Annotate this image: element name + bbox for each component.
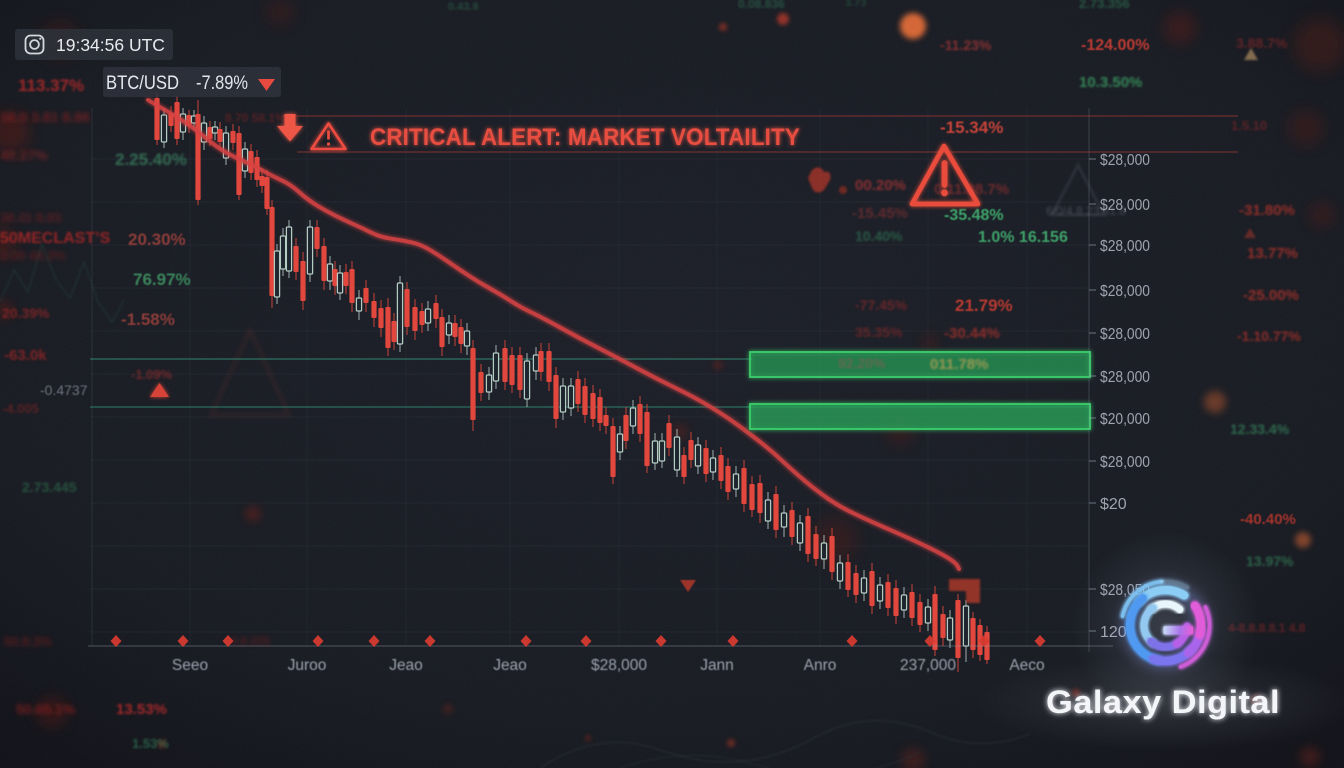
svg-text:Galaxy Digital: Galaxy Digital: [1046, 684, 1280, 720]
